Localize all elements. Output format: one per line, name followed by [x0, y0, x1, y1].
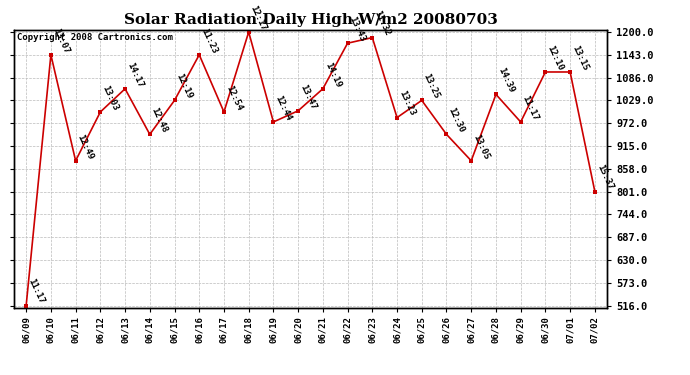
Text: 15:37: 15:37: [595, 164, 614, 192]
Text: 13:07: 13:07: [51, 27, 70, 55]
Text: 14:39: 14:39: [496, 66, 515, 94]
Text: 12:54: 12:54: [224, 84, 244, 112]
Text: 11:23: 11:23: [199, 27, 219, 55]
Text: 14:17: 14:17: [125, 61, 145, 89]
Text: 11:32: 11:32: [373, 9, 392, 38]
Text: 12:49: 12:49: [76, 133, 95, 161]
Text: 12:30: 12:30: [446, 106, 466, 134]
Text: 13:15: 13:15: [570, 44, 590, 72]
Text: 13:25: 13:25: [422, 72, 442, 100]
Text: 13:05: 13:05: [471, 133, 491, 161]
Text: 12:10: 12:10: [545, 44, 565, 72]
Text: 13:03: 13:03: [100, 84, 120, 112]
Title: Solar Radiation Daily High W/m2 20080703: Solar Radiation Daily High W/m2 20080703: [124, 13, 497, 27]
Text: 12:17: 12:17: [248, 4, 268, 32]
Text: 13:23: 13:23: [397, 89, 417, 118]
Text: 13:47: 13:47: [298, 82, 317, 111]
Text: 12:19: 12:19: [175, 72, 194, 100]
Text: 14:19: 14:19: [323, 61, 342, 89]
Text: 11:17: 11:17: [521, 94, 540, 122]
Text: 11:17: 11:17: [26, 278, 46, 306]
Text: 12:44: 12:44: [273, 94, 293, 122]
Text: Copyright 2008 Cartronics.com: Copyright 2008 Cartronics.com: [17, 33, 172, 42]
Text: 12:48: 12:48: [150, 106, 169, 134]
Text: 13:43: 13:43: [348, 15, 367, 43]
